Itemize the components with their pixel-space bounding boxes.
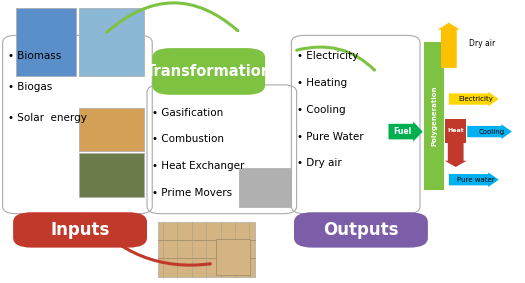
Text: • Biogas: • Biogas — [8, 82, 52, 92]
Text: Polygeneration: Polygeneration — [431, 86, 437, 146]
FancyBboxPatch shape — [79, 108, 144, 151]
Text: • Prime Movers: • Prime Movers — [152, 188, 233, 198]
FancyBboxPatch shape — [294, 212, 428, 248]
Text: Dry air: Dry air — [469, 38, 495, 48]
FancyBboxPatch shape — [79, 8, 144, 76]
Text: • Pure Water: • Pure Water — [297, 132, 363, 142]
Text: • Heating: • Heating — [297, 78, 347, 88]
FancyArrowPatch shape — [297, 47, 374, 70]
Text: • Dry air: • Dry air — [297, 158, 341, 168]
FancyBboxPatch shape — [152, 48, 265, 95]
Text: Outputs: Outputs — [323, 221, 398, 239]
FancyArrow shape — [449, 172, 499, 187]
Text: • Biomass: • Biomass — [8, 51, 61, 61]
Text: • Heat Exchanger: • Heat Exchanger — [152, 161, 245, 171]
Text: • Electricity: • Electricity — [297, 51, 358, 61]
Text: • Gasification: • Gasification — [152, 108, 224, 117]
FancyArrow shape — [445, 143, 467, 167]
Text: Fuel: Fuel — [394, 127, 412, 136]
Text: • Solar  energy: • Solar energy — [8, 113, 87, 123]
FancyBboxPatch shape — [158, 222, 255, 277]
Text: Heat: Heat — [447, 128, 464, 133]
FancyBboxPatch shape — [239, 168, 291, 207]
Text: Transformation: Transformation — [145, 64, 272, 79]
FancyArrow shape — [388, 121, 423, 142]
FancyBboxPatch shape — [79, 153, 144, 197]
FancyArrowPatch shape — [86, 215, 210, 265]
FancyArrow shape — [467, 124, 512, 139]
Text: Pure water: Pure water — [457, 177, 495, 183]
Text: Cooling: Cooling — [479, 128, 505, 135]
FancyBboxPatch shape — [216, 239, 250, 275]
FancyArrow shape — [438, 23, 460, 68]
FancyBboxPatch shape — [445, 119, 466, 143]
Text: Inputs: Inputs — [50, 221, 110, 239]
FancyBboxPatch shape — [16, 8, 76, 76]
FancyBboxPatch shape — [424, 42, 444, 190]
Text: • Cooling: • Cooling — [297, 105, 345, 115]
FancyArrowPatch shape — [107, 3, 238, 32]
Text: Electricity: Electricity — [459, 96, 494, 102]
Text: • Combustion: • Combustion — [152, 134, 224, 144]
FancyBboxPatch shape — [13, 212, 147, 248]
FancyArrow shape — [449, 92, 499, 106]
